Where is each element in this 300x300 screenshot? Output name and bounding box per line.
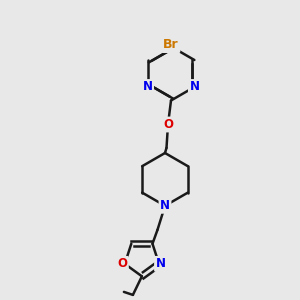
Text: N: N — [160, 199, 170, 212]
Text: Br: Br — [163, 38, 179, 52]
Text: O: O — [117, 257, 128, 270]
Text: N: N — [142, 80, 153, 94]
Text: O: O — [163, 118, 173, 131]
Text: N: N — [155, 257, 166, 270]
Text: N: N — [189, 80, 200, 94]
